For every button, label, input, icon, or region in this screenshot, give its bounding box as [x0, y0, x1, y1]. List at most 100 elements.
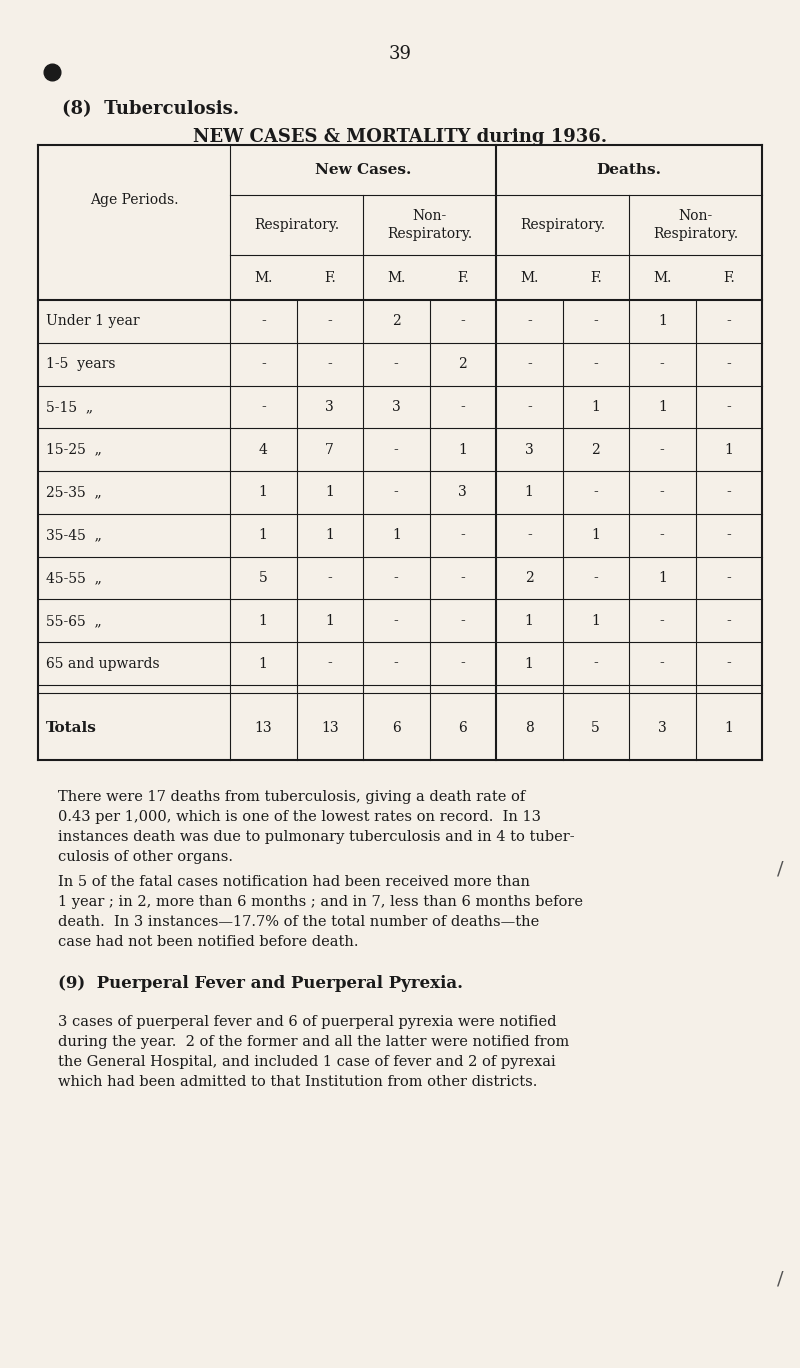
Text: M.: M. — [387, 271, 406, 285]
Text: -: - — [394, 357, 398, 371]
Text: 39: 39 — [389, 45, 411, 63]
Text: -: - — [527, 357, 532, 371]
Text: -: - — [261, 357, 266, 371]
Text: Totals: Totals — [46, 721, 97, 736]
Text: -: - — [394, 443, 398, 457]
Text: Deaths.: Deaths. — [597, 163, 662, 176]
Text: 1: 1 — [326, 486, 334, 499]
Text: -: - — [327, 315, 332, 328]
Text: 1: 1 — [724, 721, 733, 736]
Text: -: - — [726, 357, 731, 371]
Text: 13: 13 — [321, 721, 338, 736]
Text: -: - — [394, 614, 398, 628]
Text: -: - — [460, 528, 465, 542]
Text: -: - — [726, 486, 731, 499]
Text: /: / — [777, 1271, 783, 1289]
Text: -: - — [594, 570, 598, 586]
Text: 3 cases of puerperal fever and 6 of puerperal pyrexia were notified
during the y: 3 cases of puerperal fever and 6 of puer… — [58, 1015, 570, 1089]
Text: 4: 4 — [259, 443, 268, 457]
Text: -: - — [261, 399, 266, 415]
Text: 1: 1 — [724, 443, 733, 457]
Text: 5: 5 — [591, 721, 600, 736]
Text: 3: 3 — [326, 399, 334, 415]
Text: -: - — [527, 315, 532, 328]
Text: 8: 8 — [525, 721, 534, 736]
Text: -: - — [394, 570, 398, 586]
Text: There were 17 deaths from tuberculosis, giving a death rate of
0.43 per 1,000, w: There were 17 deaths from tuberculosis, … — [58, 789, 574, 865]
Text: 1: 1 — [658, 570, 666, 586]
Text: New Cases.: New Cases. — [315, 163, 411, 176]
Text: /: / — [777, 860, 783, 880]
Text: M.: M. — [653, 271, 671, 285]
Text: 1: 1 — [525, 486, 534, 499]
Text: 7: 7 — [326, 443, 334, 457]
Text: 2: 2 — [392, 315, 401, 328]
Text: -: - — [460, 570, 465, 586]
Text: -: - — [261, 315, 266, 328]
Text: -: - — [726, 528, 731, 542]
Text: -: - — [394, 657, 398, 670]
Text: 1: 1 — [259, 486, 268, 499]
Text: 1: 1 — [525, 614, 534, 628]
Text: 1: 1 — [392, 528, 401, 542]
Text: -: - — [460, 614, 465, 628]
Text: Respiratory.: Respiratory. — [254, 218, 339, 233]
Text: 1: 1 — [326, 614, 334, 628]
Text: 2: 2 — [591, 443, 600, 457]
Text: 3: 3 — [525, 443, 534, 457]
Text: 65 and upwards: 65 and upwards — [46, 657, 160, 670]
Text: -: - — [327, 570, 332, 586]
Text: 1: 1 — [326, 528, 334, 542]
Text: 25-35  „: 25-35 „ — [46, 486, 102, 499]
Text: 1: 1 — [259, 614, 268, 628]
Text: -: - — [594, 657, 598, 670]
Text: 55-65  „: 55-65 „ — [46, 614, 102, 628]
Text: 1: 1 — [591, 528, 600, 542]
Text: -: - — [660, 657, 665, 670]
Text: 1: 1 — [591, 614, 600, 628]
Text: -: - — [660, 614, 665, 628]
Text: Non-
Respiratory.: Non- Respiratory. — [387, 209, 472, 241]
Text: -: - — [394, 486, 398, 499]
Text: -: - — [660, 357, 665, 371]
Text: F.: F. — [723, 271, 734, 285]
Text: -: - — [327, 357, 332, 371]
Text: 1: 1 — [591, 399, 600, 415]
Text: F.: F. — [590, 271, 602, 285]
Text: -: - — [594, 357, 598, 371]
Text: -: - — [726, 570, 731, 586]
Text: M.: M. — [254, 271, 273, 285]
Text: -: - — [594, 315, 598, 328]
Text: F.: F. — [324, 271, 336, 285]
Text: 1: 1 — [525, 657, 534, 670]
Text: 1: 1 — [259, 657, 268, 670]
Text: -: - — [726, 399, 731, 415]
Text: -: - — [460, 657, 465, 670]
Text: -: - — [594, 486, 598, 499]
Text: -: - — [726, 614, 731, 628]
Text: -: - — [726, 315, 731, 328]
Text: 35-45  „: 35-45 „ — [46, 528, 102, 542]
Text: -: - — [460, 399, 465, 415]
Text: -: - — [660, 528, 665, 542]
Text: 1: 1 — [458, 443, 467, 457]
Text: Non-
Respiratory.: Non- Respiratory. — [653, 209, 738, 241]
Text: NEW CASES & MORTALITY during 1936.: NEW CASES & MORTALITY during 1936. — [193, 129, 607, 146]
Text: (9)  Puerperal Fever and Puerperal Pyrexia.: (9) Puerperal Fever and Puerperal Pyrexi… — [58, 975, 463, 992]
Text: 1: 1 — [259, 528, 268, 542]
Text: 6: 6 — [392, 721, 401, 736]
Text: 3: 3 — [458, 486, 467, 499]
Text: -: - — [726, 657, 731, 670]
Text: -: - — [327, 657, 332, 670]
Text: -: - — [460, 315, 465, 328]
Text: 3: 3 — [392, 399, 401, 415]
Text: 5: 5 — [259, 570, 268, 586]
Text: -: - — [527, 399, 532, 415]
Text: 5-15  „: 5-15 „ — [46, 399, 93, 415]
Text: (8)  Tuberculosis.: (8) Tuberculosis. — [62, 100, 239, 118]
Text: -: - — [660, 486, 665, 499]
Text: Age Periods.: Age Periods. — [90, 193, 178, 207]
Text: 2: 2 — [525, 570, 534, 586]
Text: 1: 1 — [658, 315, 666, 328]
Text: F.: F. — [457, 271, 469, 285]
